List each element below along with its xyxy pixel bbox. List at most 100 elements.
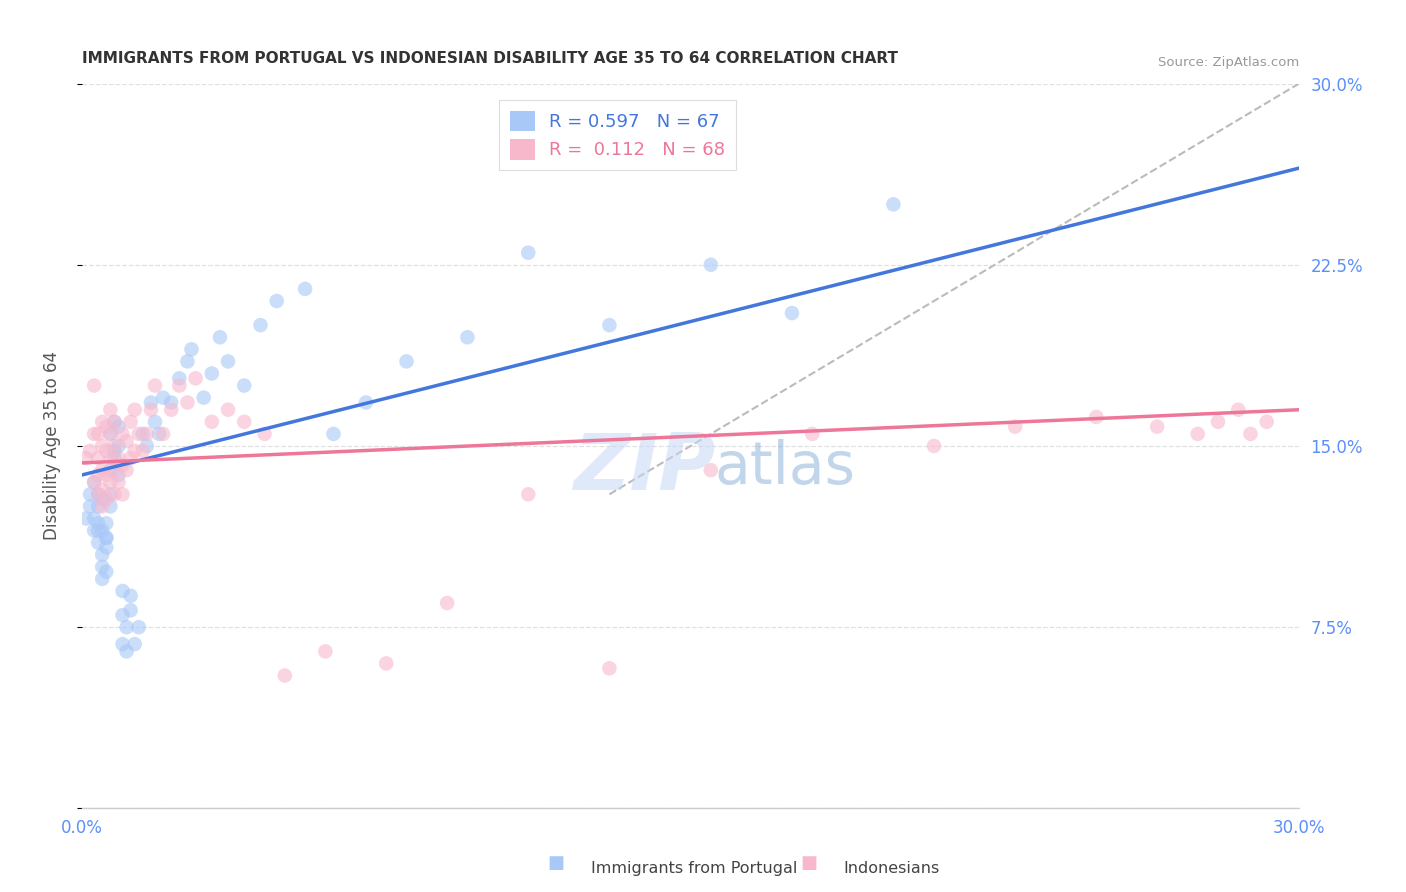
Point: [266, 293, 288, 308]
Point: [128, 620, 150, 634]
Point: [120, 415, 142, 429]
Point: [87, 487, 110, 501]
Point: [124, 443, 146, 458]
Point: [83, 426, 105, 441]
Point: [598, 318, 620, 333]
Point: [517, 487, 540, 501]
Legend: R = 0.597   N = 67, R =  0.112   N = 68: R = 0.597 N = 67, R = 0.112 N = 68: [499, 100, 737, 170]
Point: [79, 500, 101, 514]
Point: [124, 402, 146, 417]
Point: [87, 487, 110, 501]
Point: [83, 475, 105, 490]
Point: [274, 668, 297, 682]
Point: [395, 354, 418, 368]
Point: [1206, 415, 1229, 429]
Point: [103, 415, 125, 429]
Point: [184, 371, 207, 385]
Point: [169, 378, 191, 392]
Point: [91, 439, 114, 453]
Point: [132, 443, 155, 458]
Point: [98, 451, 121, 466]
Point: [1004, 419, 1026, 434]
Point: [922, 439, 945, 453]
Point: [103, 415, 125, 429]
Point: [96, 443, 118, 458]
Point: [107, 419, 129, 434]
Point: [91, 483, 114, 497]
Point: [107, 475, 129, 490]
Point: [193, 391, 215, 405]
Point: [107, 439, 129, 453]
Point: [436, 596, 458, 610]
Point: [160, 402, 183, 417]
Point: [249, 318, 271, 333]
Point: [801, 426, 824, 441]
Point: [1146, 419, 1168, 434]
Point: [882, 197, 904, 211]
Text: Immigrants from Portugal: Immigrants from Portugal: [591, 861, 797, 876]
Point: [160, 395, 183, 409]
Point: [75, 511, 97, 525]
Point: [96, 467, 118, 482]
Point: [456, 330, 478, 344]
Point: [233, 415, 256, 429]
Point: [107, 451, 129, 466]
Point: [169, 371, 191, 385]
Text: atlas: atlas: [714, 439, 856, 496]
Point: [91, 572, 114, 586]
Point: [103, 487, 125, 501]
Point: [180, 343, 202, 357]
Point: [176, 395, 198, 409]
Point: [1256, 415, 1278, 429]
Point: [96, 419, 118, 434]
Point: [201, 415, 224, 429]
Point: [115, 644, 138, 658]
Point: [91, 492, 114, 507]
Point: [98, 402, 121, 417]
Point: [176, 354, 198, 368]
Point: [780, 306, 803, 320]
Point: [98, 426, 121, 441]
Point: [1187, 426, 1209, 441]
Point: [91, 548, 114, 562]
Point: [83, 378, 105, 392]
Text: ZIP: ZIP: [572, 430, 714, 506]
Point: [91, 415, 114, 429]
Point: [96, 531, 118, 545]
Point: [96, 565, 118, 579]
Point: [201, 367, 224, 381]
Point: [83, 524, 105, 538]
Point: [152, 391, 174, 405]
Point: [98, 463, 121, 477]
Point: [354, 395, 377, 409]
Point: [98, 426, 121, 441]
Point: [83, 511, 105, 525]
Point: [111, 584, 134, 599]
Point: [217, 402, 239, 417]
Point: [143, 415, 166, 429]
Point: [139, 395, 162, 409]
Point: [87, 516, 110, 531]
Point: [98, 487, 121, 501]
Point: [103, 463, 125, 477]
Point: [87, 500, 110, 514]
Point: [91, 559, 114, 574]
Point: [132, 426, 155, 441]
Point: [98, 500, 121, 514]
Point: [107, 467, 129, 482]
Point: [98, 475, 121, 490]
Point: [87, 451, 110, 466]
Point: [294, 282, 316, 296]
Point: [120, 603, 142, 617]
Point: [517, 245, 540, 260]
Point: [598, 661, 620, 675]
Point: [1239, 426, 1261, 441]
Point: [700, 258, 723, 272]
Point: [79, 443, 101, 458]
Text: Source: ZipAtlas.com: Source: ZipAtlas.com: [1159, 56, 1299, 69]
Point: [322, 426, 344, 441]
Y-axis label: Disability Age 35 to 64: Disability Age 35 to 64: [44, 351, 60, 541]
Point: [96, 516, 118, 531]
Point: [79, 487, 101, 501]
Point: [135, 439, 157, 453]
